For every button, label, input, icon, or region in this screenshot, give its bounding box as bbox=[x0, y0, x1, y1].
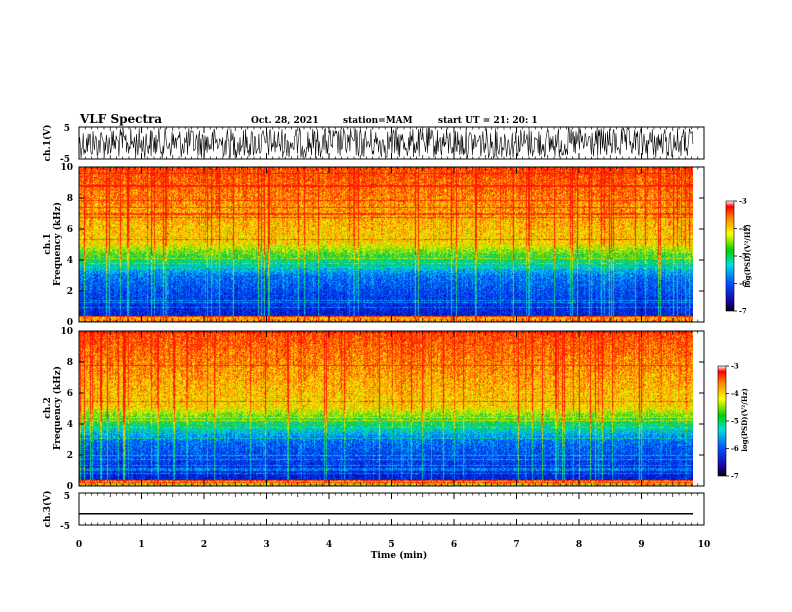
ch1-waveform-ylabel: ch.1(V) bbox=[42, 125, 53, 162]
x-tick-label: 2 bbox=[201, 540, 207, 550]
x-tick-label: 10 bbox=[698, 540, 711, 550]
ch2-frequency-label: Frequency (kHz) bbox=[52, 366, 63, 450]
ch2-colorbar-label: log(PSD)(V²/Hz) bbox=[740, 388, 749, 452]
ch2-colorbar-ticks: -3 -4 -5 -6 -7 bbox=[726, 362, 739, 481]
colorbar-tick-label: -5 bbox=[739, 252, 747, 261]
ytick-label: 2 bbox=[67, 287, 73, 297]
ch2-spectrogram-yticks: 0 2 4 6 8 10 bbox=[60, 327, 704, 492]
ch3-ytick-top: 5 bbox=[64, 492, 70, 502]
ch3-ytick-bottom: -5 bbox=[60, 522, 70, 532]
ch1-spectrogram-image bbox=[79, 167, 693, 322]
ytick-label: 4 bbox=[67, 256, 73, 266]
ytick-label: 0 bbox=[67, 482, 73, 492]
colorbar-tick-label: -6 bbox=[739, 279, 747, 288]
ytick-label: 8 bbox=[67, 194, 73, 204]
ch2-spectrogram-image bbox=[79, 331, 693, 486]
ch1-spectrogram-ylabel: ch.1 bbox=[43, 233, 53, 254]
x-tick-label: 3 bbox=[263, 540, 269, 550]
colorbar-tick-label: -3 bbox=[739, 197, 747, 206]
ch3-waveform-ylabel: ch.3(V) bbox=[42, 491, 53, 528]
colorbar-tick-label: -4 bbox=[739, 224, 747, 233]
ytick-label: 2 bbox=[67, 451, 73, 461]
ch1-waveform-trace bbox=[78, 127, 694, 159]
ytick-label: 6 bbox=[67, 389, 73, 399]
ytick-label: 8 bbox=[67, 358, 73, 368]
figure-title: VLF Spectra bbox=[79, 112, 162, 126]
station-label: station=MAM bbox=[343, 116, 413, 126]
colorbar-tick-label: -6 bbox=[731, 444, 739, 453]
colorbar-tick-label: -7 bbox=[739, 307, 747, 316]
ch1-colorbar-ticks: -3 -4 -5 -6 -7 bbox=[734, 197, 747, 316]
ytick-label: 10 bbox=[60, 163, 73, 173]
x-axis-tick-labels: 0 1 2 3 4 5 6 7 8 9 10 bbox=[76, 540, 710, 550]
time-tick-marks bbox=[78, 127, 705, 525]
start-time-label: start UT = 21: 20: 1 bbox=[438, 116, 538, 126]
ch1-ytick-top: 5 bbox=[64, 124, 70, 134]
x-tick-label: 5 bbox=[388, 540, 394, 550]
colorbar-tick-label: -5 bbox=[731, 417, 739, 426]
x-tick-label: 8 bbox=[576, 540, 582, 550]
colorbar-tick-label: -4 bbox=[731, 389, 739, 398]
colorbar-tick-label: -3 bbox=[731, 362, 739, 371]
x-tick-label: 0 bbox=[76, 540, 82, 550]
x-tick-label: 9 bbox=[638, 540, 644, 550]
date-label: Oct. 28, 2021 bbox=[251, 116, 319, 126]
ch1-colorbar bbox=[725, 200, 735, 312]
ch1-spectrogram-yticks: 0 2 4 6 8 10 bbox=[60, 163, 704, 328]
ytick-label: 4 bbox=[67, 420, 73, 430]
ch1-frequency-label: Frequency (kHz) bbox=[52, 202, 63, 286]
ch1-ytick-bottom: -5 bbox=[60, 155, 70, 165]
x-axis-label: Time (min) bbox=[371, 550, 428, 561]
x-tick-label: 4 bbox=[326, 540, 332, 550]
ch1-colorbar-label: log(PSD)(V²/Hz) bbox=[743, 224, 752, 288]
colorbar-tick-label: -7 bbox=[731, 472, 739, 481]
ch2-spectrogram-ylabel: ch.2 bbox=[43, 397, 53, 418]
x-tick-label: 6 bbox=[451, 540, 457, 550]
ytick-label: 0 bbox=[67, 318, 73, 328]
ytick-label: 10 bbox=[60, 327, 73, 337]
x-tick-label: 1 bbox=[138, 540, 144, 550]
ch2-colorbar bbox=[717, 365, 727, 477]
ytick-label: 6 bbox=[67, 225, 73, 235]
x-tick-label: 7 bbox=[513, 540, 519, 550]
